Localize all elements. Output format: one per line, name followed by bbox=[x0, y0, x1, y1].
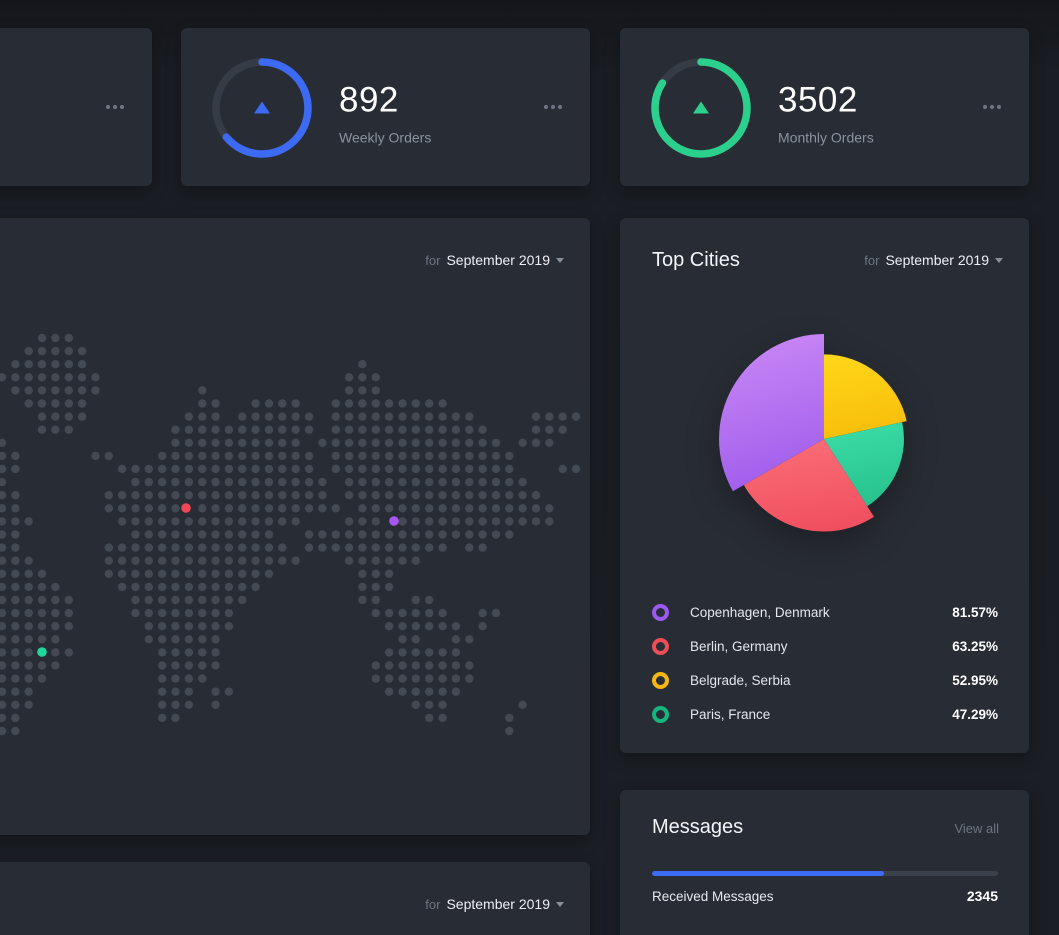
top-cities-title: Top Cities bbox=[652, 249, 740, 271]
map-period-selector[interactable]: for September 2019 bbox=[425, 252, 564, 268]
bottom-chart-card: for September 2019 bbox=[0, 862, 590, 935]
legend-swatch-icon bbox=[652, 603, 669, 621]
legend-city-label: Berlin, Germany bbox=[690, 638, 788, 654]
top-cities-pie-chart bbox=[718, 334, 907, 532]
ellipsis-menu-icon[interactable] bbox=[542, 99, 564, 115]
weekly-orders-card: 892 Weekly Orders bbox=[181, 28, 590, 186]
ellipsis-menu-icon[interactable] bbox=[104, 99, 126, 115]
period-prefix: for bbox=[425, 896, 441, 912]
legend-item: Belgrade, Serbia 52.95% bbox=[652, 663, 998, 697]
legend-percentage: 47.29% bbox=[952, 706, 998, 722]
chevron-down-icon bbox=[995, 258, 1003, 263]
period-value: September 2019 bbox=[885, 252, 989, 268]
ellipsis-menu-icon[interactable] bbox=[981, 99, 1003, 115]
received-messages-progress-fill bbox=[652, 871, 884, 876]
card-partial-left bbox=[0, 28, 152, 186]
legend-city-label: Copenhagen, Denmark bbox=[690, 604, 830, 620]
received-messages-label: Received Messages bbox=[652, 888, 774, 904]
messages-card: Messages View all Received Messages 2345 bbox=[620, 790, 1029, 935]
top-cities-period-selector[interactable]: for September 2019 bbox=[864, 252, 1003, 268]
weekly-orders-label: Weekly Orders bbox=[339, 129, 432, 146]
legend-swatch-icon bbox=[652, 637, 669, 655]
bottom-period-selector[interactable]: for September 2019 bbox=[425, 896, 564, 912]
view-all-link[interactable]: View all bbox=[954, 821, 999, 836]
weekly-orders-ring-chart bbox=[212, 58, 312, 158]
period-value: September 2019 bbox=[446, 896, 550, 912]
top-cities-legend: Copenhagen, Denmark 81.57% Berlin, Germany… bbox=[652, 595, 998, 731]
legend-percentage: 81.57% bbox=[952, 604, 998, 620]
monthly-orders-value: 3502 bbox=[778, 80, 858, 120]
received-messages-row: Received Messages 2345 bbox=[652, 888, 998, 904]
received-messages-value: 2345 bbox=[966, 888, 998, 904]
legend-percentage: 52.95% bbox=[952, 672, 998, 688]
monthly-orders-metric: 3502 Monthly Orders bbox=[778, 80, 874, 146]
messages-title: Messages bbox=[652, 816, 744, 838]
chevron-down-icon bbox=[556, 902, 564, 907]
chevron-down-icon bbox=[556, 258, 564, 263]
legend-city-label: Paris, France bbox=[690, 706, 771, 722]
monthly-orders-card: 3502 Monthly Orders bbox=[620, 28, 1029, 186]
top-cities-card: Top Cities for September 2019 Copenhagen… bbox=[620, 218, 1029, 753]
legend-swatch-icon bbox=[652, 705, 669, 723]
legend-city-label: Belgrade, Serbia bbox=[690, 672, 791, 688]
legend-item: Berlin, Germany 63.25% bbox=[652, 629, 998, 663]
world-dot-map bbox=[0, 333, 581, 736]
period-value: September 2019 bbox=[446, 252, 550, 268]
legend-item: Paris, France 47.29% bbox=[652, 697, 998, 731]
weekly-orders-metric: 892 Weekly Orders bbox=[339, 80, 432, 146]
messages-header: Messages View all bbox=[652, 816, 999, 839]
period-prefix: for bbox=[864, 252, 880, 268]
legend-swatch-icon bbox=[652, 671, 669, 689]
period-prefix: for bbox=[425, 252, 441, 268]
world-map-card: for September 2019 bbox=[0, 218, 590, 835]
monthly-orders-label: Monthly Orders bbox=[778, 129, 874, 146]
monthly-orders-ring-chart bbox=[651, 58, 751, 158]
received-messages-progress-track bbox=[652, 871, 998, 876]
legend-percentage: 63.25% bbox=[952, 638, 998, 654]
weekly-orders-value: 892 bbox=[339, 80, 399, 120]
legend-item: Copenhagen, Denmark 81.57% bbox=[652, 595, 998, 629]
